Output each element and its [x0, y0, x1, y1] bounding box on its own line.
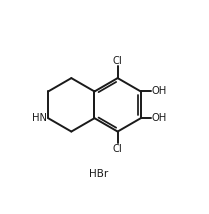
Text: OH: OH: [152, 113, 167, 123]
Text: HBr: HBr: [89, 169, 109, 179]
Text: Cl: Cl: [113, 144, 122, 154]
Text: OH: OH: [152, 86, 167, 97]
Text: HN: HN: [32, 113, 47, 123]
Text: Cl: Cl: [113, 56, 122, 66]
